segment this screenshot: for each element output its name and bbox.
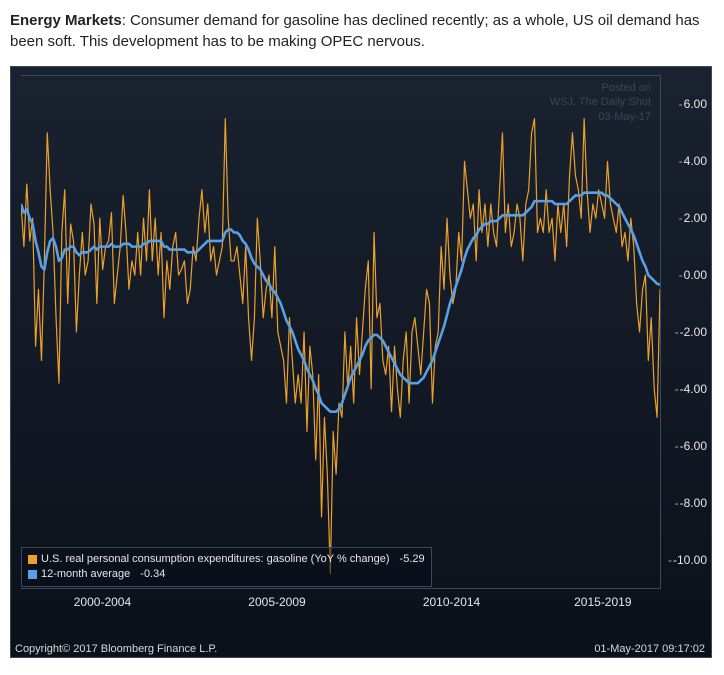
x-tick: 2010-2014 [423, 595, 480, 609]
legend-swatch-avg [28, 570, 37, 579]
plot-area [21, 75, 661, 589]
legend-label-gasoline: U.S. real personal consumption expenditu… [41, 552, 390, 567]
y-tick: -0.00 [679, 268, 707, 282]
legend-swatch-gasoline [28, 555, 37, 564]
legend-row-gasoline: U.S. real personal consumption expenditu… [28, 552, 425, 567]
legend-label-avg: 12-month average [41, 567, 130, 582]
caption-lead: Energy Markets [10, 12, 122, 29]
legend-value-gasoline: -5.29 [400, 552, 425, 567]
series-avg_12m [21, 193, 660, 412]
legend-value-avg: -0.34 [140, 567, 165, 582]
caption: Energy Markets: Consumer demand for gaso… [10, 10, 714, 52]
y-tick: -2.00 [679, 211, 707, 225]
y-tick: -4.00 [679, 154, 707, 168]
y-tick: --4.00 [675, 382, 707, 396]
x-tick: 2000-2004 [74, 595, 131, 609]
y-tick: --6.00 [675, 439, 707, 453]
x-tick: 2005-2009 [248, 595, 305, 609]
y-tick: --2.00 [675, 325, 707, 339]
y-tick: -6.00 [679, 97, 707, 111]
legend: U.S. real personal consumption expenditu… [21, 547, 432, 587]
y-tick: --10.00 [668, 553, 707, 567]
y-tick: --8.00 [675, 496, 707, 510]
series-gasoline_yoy [21, 119, 660, 574]
timestamp: 01-May-2017 09:17:02 [594, 643, 705, 655]
x-tick: 2015-2019 [574, 595, 631, 609]
chart-container: Posted on WSJ, The Daily Shot 03-May-17 … [10, 66, 712, 658]
copyright: Copyright© 2017 Bloomberg Finance L.P. [15, 643, 217, 655]
legend-row-avg: 12-month average -0.34 [28, 567, 425, 582]
